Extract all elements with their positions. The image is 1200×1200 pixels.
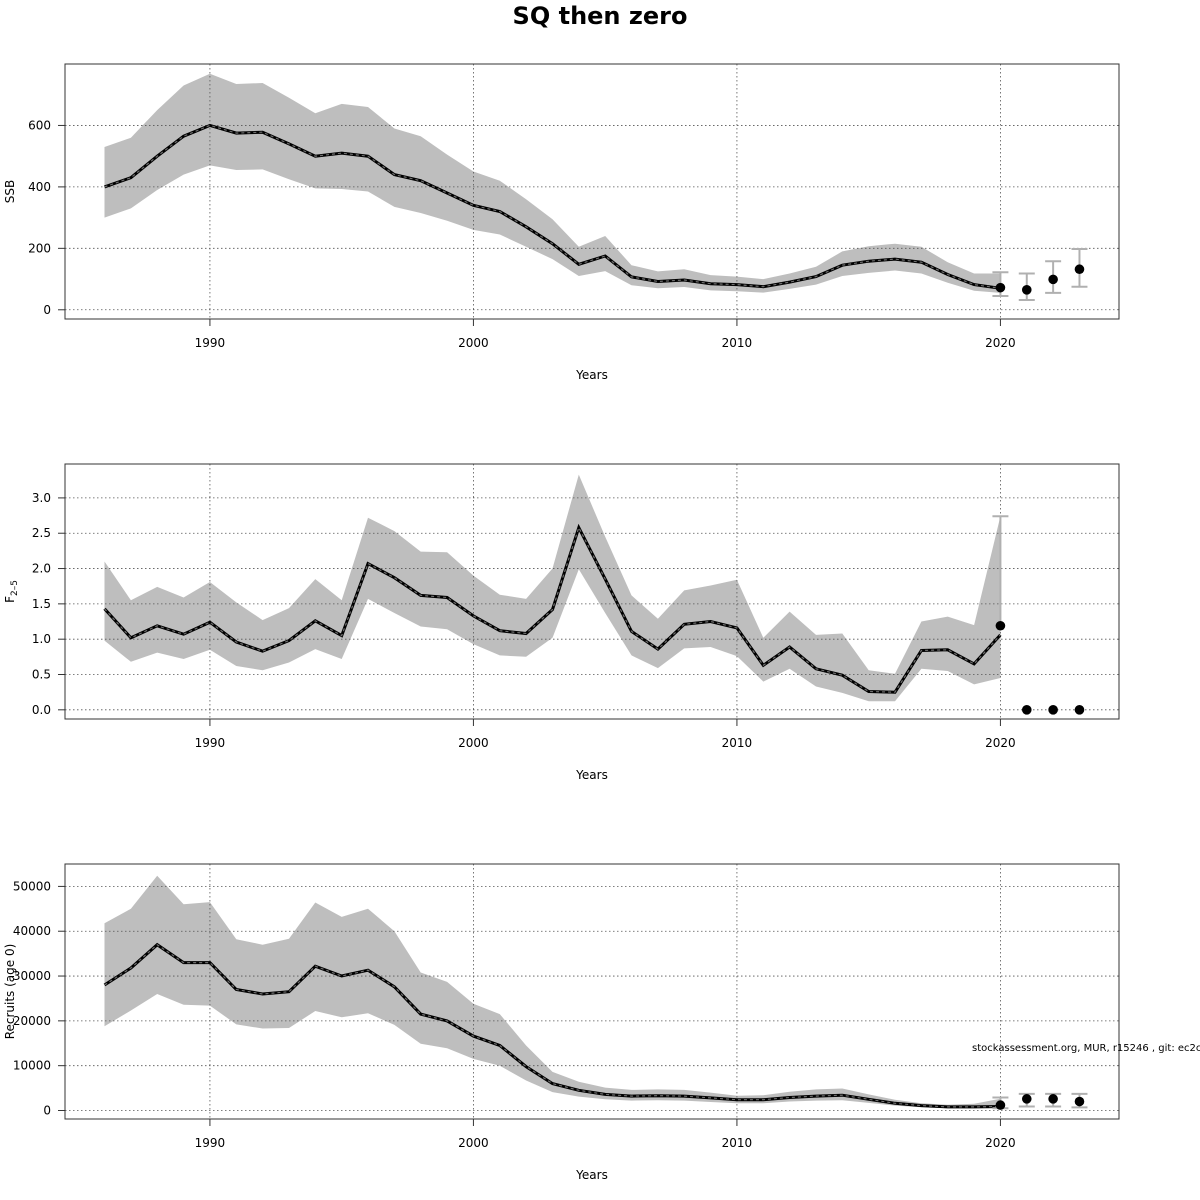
x-tick-label: 2020 <box>985 336 1016 350</box>
plot-frame <box>64 463 1120 720</box>
y-tick-label: 0 <box>43 303 51 317</box>
projection-point <box>1048 1094 1058 1104</box>
chart-title: SQ then zero <box>512 2 688 30</box>
confidence-band <box>104 474 1001 702</box>
panel-3: 1990 2000 2010 2020 0 10000 20000 30000 40000 500… <box>3 863 1120 1182</box>
y-tick-label: 3.0 <box>32 491 51 505</box>
x-tick-label: 2000 <box>458 336 489 350</box>
y-axis-label-subscript: 2–5 <box>10 580 20 596</box>
footnote: stockassessment.org, MUR, r15246 , git: … <box>972 1043 1200 1054</box>
projection-point <box>1021 1094 1032 1104</box>
panel-1: 1990 2000 2010 2020 0 200 400 600 Years SSB <box>3 63 1120 382</box>
estimate-line-dash <box>104 526 1001 693</box>
y-tick-label: 50000 <box>13 879 51 893</box>
y-tick-label: 0 <box>43 1103 51 1117</box>
confidence-band <box>104 73 1001 293</box>
y-tick-label: 2.5 <box>32 526 51 540</box>
y-tick-label: 1.5 <box>32 597 51 611</box>
estimate-line-dash <box>104 943 1001 1108</box>
x-tick-label: 2000 <box>458 1136 489 1150</box>
projection-point <box>1074 705 1085 715</box>
projection-point <box>995 1100 1006 1110</box>
panel-2: 1990 2000 2010 2020 0.0 0.5 1.0 1.5 2.0 2.5 3.0 Yea… <box>3 463 1120 782</box>
y-tick-label: 40000 <box>13 924 51 938</box>
y-tick-label: 200 <box>28 241 51 255</box>
projection-point <box>1021 705 1032 715</box>
projection-point <box>1048 705 1058 715</box>
projection-point <box>1021 285 1032 295</box>
y-tick-label: 1.0 <box>32 632 51 646</box>
x-axis-label: Years <box>575 1168 608 1182</box>
projection-point <box>1074 264 1085 275</box>
plot-frame <box>64 863 1120 1120</box>
y-axis-label: SSB <box>3 180 17 203</box>
x-axis-label: Years <box>575 768 608 782</box>
x-tick-label: 2000 <box>458 736 489 750</box>
y-axis-label: Recruits (age 0) <box>3 944 17 1040</box>
projection-point <box>995 620 1006 631</box>
y-tick-label: 600 <box>28 118 51 132</box>
confidence-band <box>104 875 1001 1109</box>
x-tick-label: 2020 <box>985 1136 1016 1150</box>
y-tick-label: 0.0 <box>32 703 51 717</box>
y-axis-label: F2–5 <box>3 580 20 603</box>
projection-point <box>1074 1096 1085 1107</box>
x-tick-label: 1990 <box>195 1136 226 1150</box>
plot-frame <box>64 63 1120 320</box>
y-tick-label: 10000 <box>13 1059 51 1073</box>
projection-point <box>1048 274 1058 285</box>
projection-point <box>995 282 1006 293</box>
y-tick-label: 30000 <box>13 969 51 983</box>
x-tick-label: 2010 <box>722 1136 753 1150</box>
x-tick-label: 1990 <box>195 736 226 750</box>
estimate-line-dash <box>104 124 1001 289</box>
x-tick-label: 1990 <box>195 336 226 350</box>
y-tick-label: 400 <box>28 180 51 194</box>
y-tick-label: 0.5 <box>32 667 51 681</box>
x-axis-label: Years <box>575 368 608 382</box>
y-tick-label: 20000 <box>13 1014 51 1028</box>
x-tick-label: 2020 <box>985 736 1016 750</box>
y-tick-label: 2.0 <box>32 562 51 576</box>
x-tick-label: 2010 <box>722 336 753 350</box>
x-tick-label: 2010 <box>722 736 753 750</box>
